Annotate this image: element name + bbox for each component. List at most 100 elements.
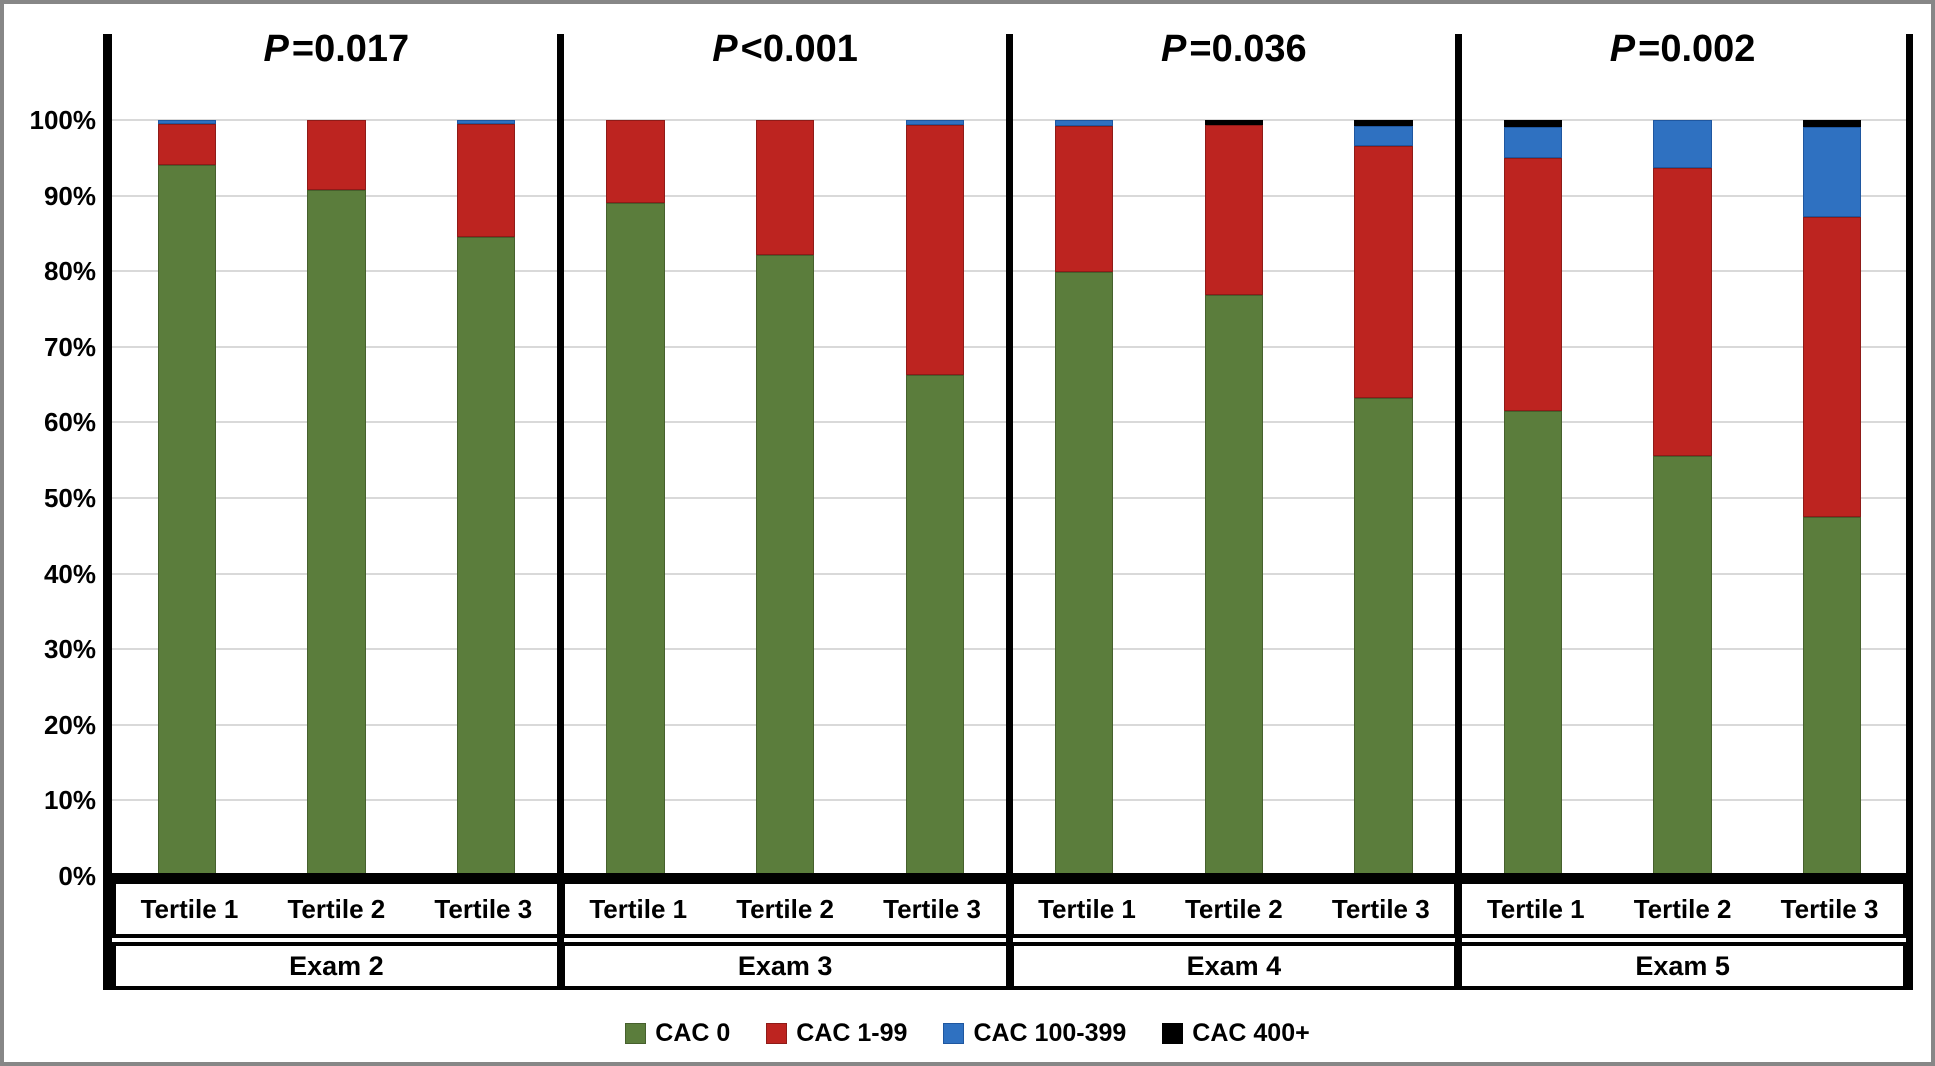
bar-group-tertile-3 bbox=[411, 120, 561, 876]
bar-group-tertile-2 bbox=[262, 120, 412, 876]
y-tick-label: 100% bbox=[29, 105, 97, 135]
tertile-label: Tertile 1 bbox=[1038, 893, 1136, 924]
bar-group-tertile-2 bbox=[1159, 120, 1309, 876]
panel-exam-2 bbox=[112, 120, 561, 876]
p-value-text: =0.002 bbox=[1638, 28, 1756, 70]
bar-group-tertile-2 bbox=[1608, 120, 1758, 876]
y-axis-spine bbox=[103, 34, 112, 990]
y-tick-label: 10% bbox=[43, 785, 96, 816]
bar-segment-cac-100-399 bbox=[1055, 120, 1114, 127]
p-value-label: P=0.036 bbox=[1010, 28, 1459, 71]
tertile-label-row: Tertile 1 Tertile 2 Tertile 3 bbox=[560, 880, 1010, 938]
bar-segment-cac-0 bbox=[456, 237, 516, 876]
bar-segment-cac-0 bbox=[1055, 271, 1114, 876]
p-symbol: P bbox=[263, 28, 289, 70]
exam-label-row: Exam 5 bbox=[1458, 942, 1907, 990]
legend-item-label: CAC 400+ bbox=[1192, 1018, 1310, 1047]
p-symbol: P bbox=[712, 28, 738, 70]
y-tick-label: 80% bbox=[43, 256, 96, 287]
tertile-label: Tertile 2 bbox=[1633, 893, 1732, 924]
exam-label-row: Exam 2 bbox=[112, 942, 561, 990]
bar-segment-cac-100-399 bbox=[1354, 126, 1413, 146]
stacked-bar bbox=[1803, 120, 1862, 876]
stacked-bar bbox=[307, 120, 366, 876]
legend-swatch-cac-100-399 bbox=[943, 1022, 965, 1044]
stacked-bar bbox=[157, 120, 216, 876]
bar-segment-cac-100-399 bbox=[905, 120, 964, 126]
panel-exam-3 bbox=[561, 120, 1010, 876]
panel-divider bbox=[1454, 34, 1462, 990]
y-tick-label: 50% bbox=[43, 483, 96, 513]
y-tick-label: 40% bbox=[43, 558, 96, 589]
tertile-label-row: Tertile 1 Tertile 2 Tertile 3 bbox=[1458, 880, 1907, 938]
y-tick-label: 70% bbox=[43, 331, 96, 362]
tertile-label: Tertile 3 bbox=[434, 893, 533, 924]
stacked-bar bbox=[1653, 120, 1712, 876]
exam-label: Exam 2 bbox=[289, 950, 384, 981]
p-value-text: =0.017 bbox=[291, 28, 410, 70]
stacked-bar bbox=[1503, 120, 1563, 876]
bar-segment-cac-1-99 bbox=[456, 123, 516, 238]
bar-segment-cac-1-99 bbox=[1204, 124, 1264, 296]
bar-segment-cac-0 bbox=[1653, 456, 1712, 876]
bar-segment-cac-100-399 bbox=[1803, 126, 1862, 217]
legend-swatch-cac-400 bbox=[1162, 1022, 1184, 1044]
bar-group-tertile-2 bbox=[710, 120, 860, 876]
bar-segment-cac-400 bbox=[1503, 120, 1563, 127]
bar-segment-cac-100-399 bbox=[1503, 126, 1563, 158]
stacked-bar bbox=[905, 120, 964, 876]
p-value-text: <0.001 bbox=[740, 28, 858, 70]
tertile-label: Tertile 2 bbox=[287, 893, 386, 924]
p-value-label: P=0.002 bbox=[1458, 28, 1907, 71]
bar-group-tertile-3 bbox=[860, 120, 1010, 876]
panel-exam-4 bbox=[1010, 120, 1459, 876]
panel-exam-5 bbox=[1458, 120, 1907, 876]
legend-item: CAC 0 bbox=[625, 1019, 730, 1048]
bar-segment-cac-0 bbox=[1204, 295, 1264, 876]
y-tick-label: 60% bbox=[43, 407, 96, 438]
bar-segment-cac-1-99 bbox=[905, 125, 964, 375]
legend-item: CAC 100-399 bbox=[943, 1019, 1126, 1048]
stacked-bar bbox=[1204, 120, 1264, 876]
legend-item: CAC 1-99 bbox=[766, 1019, 907, 1048]
p-symbol: P bbox=[1609, 28, 1636, 70]
tertile-label: Tertile 2 bbox=[1184, 893, 1283, 924]
p-symbol: P bbox=[1161, 28, 1187, 70]
bar-group-tertile-1 bbox=[1458, 120, 1608, 876]
bar-segment-cac-100-399 bbox=[157, 120, 216, 124]
tertile-label: Tertile 3 bbox=[1780, 893, 1879, 924]
panel-divider bbox=[557, 34, 565, 990]
legend-item-label: CAC 0 bbox=[655, 1018, 731, 1047]
bar-segment-cac-0 bbox=[606, 203, 665, 876]
bar-group-tertile-1 bbox=[112, 120, 262, 876]
y-tick-label: 20% bbox=[43, 709, 96, 740]
bar-segment-cac-0 bbox=[307, 190, 366, 876]
legend-item: CAC 400+ bbox=[1162, 1018, 1310, 1048]
legend-item-label: CAC 1-99 bbox=[796, 1018, 908, 1047]
chart-right-border bbox=[1906, 34, 1913, 990]
bar-segment-cac-0 bbox=[157, 165, 216, 876]
bar-segment-cac-400 bbox=[1803, 120, 1862, 127]
bar-segment-cac-0 bbox=[1354, 398, 1413, 876]
tertile-label: Tertile 2 bbox=[736, 893, 835, 924]
bar-segment-cac-100-399 bbox=[456, 120, 516, 124]
bar-segment-cac-1-99 bbox=[755, 120, 815, 255]
p-value-label: P=0.017 bbox=[112, 28, 561, 71]
y-tick-label: 90% bbox=[43, 180, 96, 211]
tertile-label: Tertile 1 bbox=[1486, 893, 1585, 924]
stacked-bar bbox=[1055, 120, 1114, 876]
y-axis: 0% 10% 20% 30% 40% 50% 60% 70% 80% 90% 100% bbox=[10, 4, 97, 1062]
tertile-label: Tertile 3 bbox=[1331, 893, 1430, 924]
tertile-label-row: Tertile 1 Tertile 2 Tertile 3 bbox=[1009, 880, 1459, 938]
bar-segment-cac-0 bbox=[1503, 411, 1563, 876]
tertile-label: Tertile 1 bbox=[140, 893, 239, 924]
bar-segment-cac-1-99 bbox=[157, 123, 216, 166]
bar-group-tertile-1 bbox=[1010, 120, 1160, 876]
legend-swatch-cac-1-99 bbox=[766, 1022, 788, 1044]
stacked-bar bbox=[755, 120, 815, 876]
bar-segment-cac-1-99 bbox=[1354, 145, 1413, 399]
stacked-bar bbox=[1354, 120, 1413, 876]
exam-label: Exam 4 bbox=[1186, 950, 1282, 981]
bar-segment-cac-400 bbox=[1204, 120, 1264, 125]
